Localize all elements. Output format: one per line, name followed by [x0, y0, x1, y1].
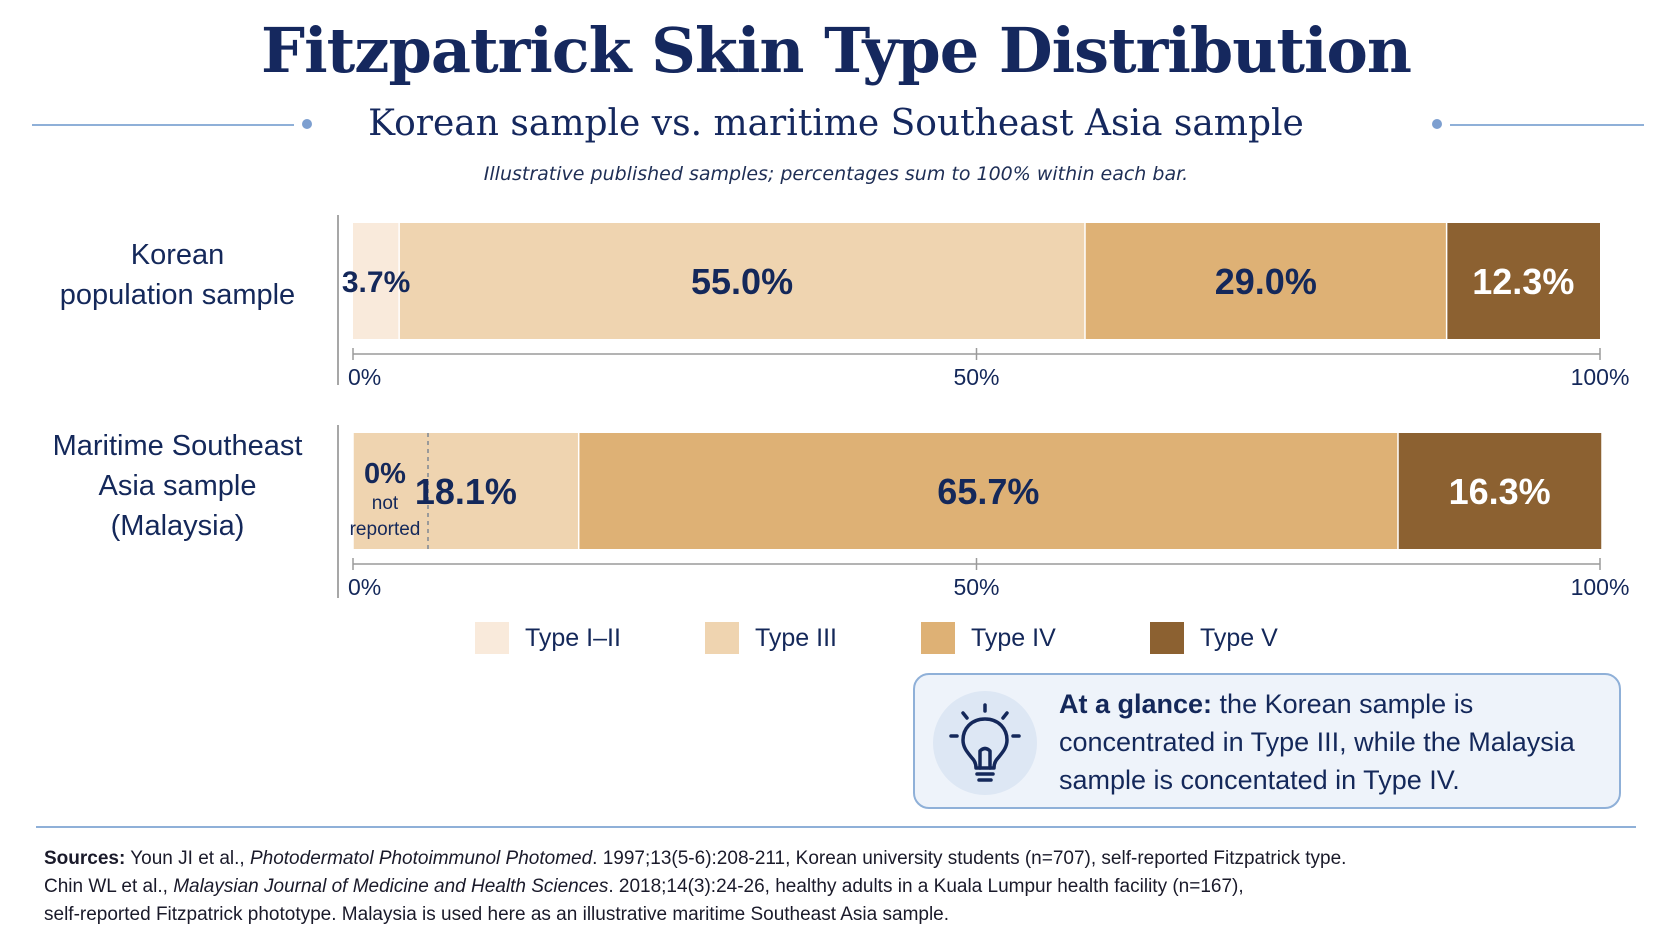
x-axis-tick-label: 50% [953, 574, 999, 600]
legend-item-type-5: Type V [1150, 620, 1278, 656]
legend-label: Type V [1200, 623, 1278, 652]
legend-label: Type III [755, 623, 837, 652]
row-label-line: Korean [130, 239, 225, 271]
bar-value-label: 18.1% [415, 471, 517, 512]
bar-value-label: 29.0% [1215, 261, 1317, 302]
row-label-line: (Malaysia) [110, 510, 245, 542]
legend: Type I–II Type III Type IV Type V [475, 620, 1375, 660]
at-a-glance-callout: At a glance: the Korean sample is concen… [913, 673, 1621, 809]
bar-value-label: 55.0% [691, 261, 793, 302]
chart-note: Illustrative published samples; percenta… [483, 163, 1189, 185]
at-a-glance-lead: At a glance: [1059, 689, 1213, 719]
bar-segment [353, 433, 579, 549]
chart-subtitle: Korean sample vs. maritime Southeast Asi… [368, 103, 1304, 144]
legend-swatch [475, 622, 509, 654]
x-axis-tick-label: 0% [348, 364, 381, 390]
bar-segment [1397, 433, 1602, 549]
bar-segment [1084, 223, 1447, 339]
legend-swatch [921, 622, 955, 654]
row-label-line: Asia sample [98, 470, 257, 502]
at-a-glance-body: the Korean sample is concentrated in Typ… [1059, 689, 1575, 795]
title-divider-dot-left [302, 119, 312, 129]
source-2-details: . 2018;14(3):24-26, healthy adults in a … [608, 876, 1244, 897]
row-label-malaysia: Maritime Southeast Asia sample (Malaysia… [20, 426, 335, 546]
zero-note-label: not [372, 493, 399, 514]
legend-swatch [1150, 622, 1184, 654]
bar-segment [578, 433, 1398, 549]
bar-segment [353, 223, 400, 339]
legend-label: Type IV [971, 623, 1056, 652]
lightbulb-icon [933, 691, 1037, 795]
title-divider-left [32, 124, 294, 126]
row-label-korean: Korean population sample [20, 235, 335, 315]
row-label-line: population sample [59, 279, 296, 311]
source-line-3: self-reported Fitzpatrick phototype. Mal… [44, 904, 950, 925]
x-axis-tick-label: 0% [348, 574, 381, 600]
x-axis-tick-label: 100% [1571, 574, 1630, 600]
bar-value-label: 0% [364, 458, 406, 490]
chart-title: Fitzpatrick Skin Type Distribution [261, 14, 1412, 87]
legend-item-type-3: Type III [705, 620, 837, 656]
bar-value-label: 12.3% [1472, 261, 1574, 302]
legend-item-type-1-2: Type I–II [475, 620, 621, 656]
legend-item-type-4: Type IV [921, 620, 1056, 656]
title-divider-right [1450, 124, 1644, 126]
bar-value-label: 16.3% [1449, 471, 1551, 512]
legend-swatch [705, 622, 739, 654]
row-label-line: Maritime Southeast [52, 430, 303, 462]
source-1-details: . 1997;13(5-6):208-211, Korean universit… [592, 848, 1347, 869]
bar-segment [1446, 223, 1600, 339]
x-axis-tick-label: 100% [1571, 364, 1630, 390]
zero-note-label: reported [350, 519, 421, 540]
title-divider-dot-right [1432, 119, 1442, 129]
sources-label: Sources: [44, 848, 126, 869]
sources-divider [36, 826, 1636, 828]
source-1-journal: Photodermatol Photoimmunol Photomed [249, 848, 593, 869]
bar-value-label: 3.7% [342, 266, 410, 299]
source-line-2: Chin WL et al., Malaysian Journal of Med… [44, 873, 1644, 901]
at-a-glance-text: At a glance: the Korean sample is concen… [1059, 685, 1609, 799]
source-line-1: Sources: Youn JI et al., Photodermatol P… [44, 845, 1644, 873]
x-axis-tick-label: 50% [953, 364, 999, 390]
sources: Sources: Youn JI et al., Photodermatol P… [44, 845, 1644, 929]
source-1-authors: Youn JI et al., [125, 848, 250, 869]
source-2-journal: Malaysian Journal of Medicine and Health… [173, 876, 609, 897]
stacked-bar-chart: 3.7% 55.0% 29.0% 12.3% 0% 50% 100% 0% not reporte… [337, 215, 1630, 600]
legend-label: Type I–II [525, 623, 621, 652]
bar-value-label: 65.7% [937, 471, 1039, 512]
source-2-authors: Chin WL et al., [44, 876, 174, 897]
bar-segment [399, 223, 1085, 339]
